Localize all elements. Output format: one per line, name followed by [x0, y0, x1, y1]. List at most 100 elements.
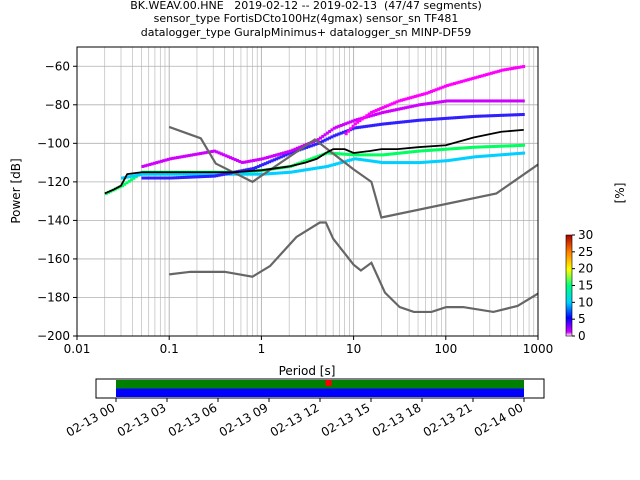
psd-band-cell — [503, 99, 507, 103]
psd-band-cell — [508, 144, 512, 148]
psd-band-cell — [178, 155, 182, 159]
psd-band-cell — [388, 121, 392, 125]
psd-band-cell — [358, 157, 362, 161]
psd-band-cell — [185, 154, 189, 158]
psd-band-cell — [406, 105, 410, 109]
psd-band-cell — [459, 99, 463, 103]
psd-band-cell — [182, 175, 186, 179]
colorbar-tick-label: 30 — [578, 228, 593, 242]
psd-band-cell — [505, 144, 509, 148]
psd-band-cell — [160, 172, 164, 176]
psd-band-cell — [503, 113, 507, 117]
psd-band-cell — [436, 87, 440, 91]
psd-band-cell — [522, 65, 526, 69]
psd-band-cell — [408, 119, 412, 123]
psd-band-cell — [190, 172, 194, 176]
psd-band-cell — [351, 127, 355, 131]
psd-band-cell — [254, 166, 258, 170]
psd-band-cell — [434, 148, 438, 152]
psd-band-cell — [418, 93, 422, 97]
psd-band-cell — [429, 160, 433, 164]
timeline-tick-label: 02-13 12 — [268, 400, 322, 439]
psd-band-cell — [249, 159, 253, 163]
psd-band-cell — [365, 114, 369, 118]
psd-band-cell — [393, 101, 397, 105]
psd-band-cell — [362, 125, 366, 129]
psd-band-cell — [130, 174, 134, 178]
psd-band-cell — [298, 169, 302, 173]
psd-band-cell — [337, 124, 341, 128]
psd-band-cell — [339, 131, 343, 135]
psd-band-cell — [137, 173, 141, 177]
colorbar-tick-label: 15 — [578, 279, 593, 293]
psd-band-cell — [180, 172, 184, 176]
psd-band-cell — [404, 161, 408, 165]
psd-band-cell — [416, 161, 420, 165]
psd-band-cell — [277, 152, 281, 156]
psd-band-cell — [208, 174, 212, 178]
psd-band-cell — [448, 83, 452, 87]
psd-band-cell — [383, 161, 387, 165]
psd-band-cell — [492, 71, 496, 75]
psd-band-cell — [152, 176, 156, 180]
psd-band-cell — [477, 99, 481, 103]
psd-band-cell — [466, 99, 470, 103]
psd-band-cell — [429, 148, 433, 152]
psd-band-cell — [466, 115, 470, 119]
psd-band-cell — [360, 158, 364, 162]
psd-band-cell — [351, 157, 355, 161]
psd-band-cell — [489, 99, 493, 103]
psd-band-cell — [452, 158, 456, 162]
psd-band-cell — [164, 172, 168, 176]
psd-band-cell — [284, 153, 288, 157]
psd-band-cell — [471, 115, 475, 119]
x-axis-ticks: 0.01 0.1 1 10 100 1000 — [64, 336, 553, 356]
psd-band-cell — [501, 153, 505, 157]
psd-band-cell — [383, 122, 387, 126]
psd-band-cell — [480, 99, 484, 103]
psd-band-cell — [422, 118, 426, 122]
psd-band-cell — [150, 172, 154, 176]
psd-band-cell — [455, 81, 459, 85]
psd-band-cell — [378, 122, 382, 126]
psd-band-cell — [401, 106, 405, 110]
psd-band-cell — [425, 91, 429, 95]
psd-band-cell — [423, 92, 427, 96]
psd-band-cell — [180, 155, 184, 159]
chart-title-line-1: BK.WEAV.00.HNE 2019-02-12 -- 2019-02-13 … — [130, 0, 482, 12]
psd-band-cell — [314, 142, 318, 146]
psd-band-cell — [256, 165, 260, 169]
psd-band-cell — [475, 155, 479, 159]
psd-band-cell — [443, 159, 447, 163]
psd-band-cell — [457, 157, 461, 161]
psd-band-cell — [395, 151, 399, 155]
psd-band-cell — [420, 102, 424, 106]
psd-band-cell — [464, 99, 468, 103]
psd-band-cell — [326, 164, 330, 168]
psd-band-cell — [162, 176, 166, 180]
psd-band-cell — [443, 84, 447, 88]
psd-band-cell — [521, 113, 525, 117]
psd-band-cell — [316, 166, 320, 170]
psd-band-cell — [370, 110, 374, 114]
psd-band-cell — [358, 119, 362, 123]
timeline-tick-label: 02-13 21 — [421, 400, 475, 439]
psd-band-cell — [484, 114, 488, 118]
psd-band-cell — [399, 107, 403, 111]
psd-band-cell — [392, 152, 396, 156]
psd-band-cell — [314, 166, 318, 170]
psd-band-cell — [363, 158, 367, 162]
psd-band-cell — [510, 152, 514, 156]
psd-band-cell — [436, 100, 440, 104]
psd-band-cell — [416, 94, 420, 98]
psd-band-cell — [349, 127, 353, 131]
psd-band-cell — [226, 155, 230, 159]
psd-band-cell — [146, 176, 150, 180]
psd-band-cell — [194, 152, 198, 156]
psd-band-cell — [455, 146, 459, 150]
psd-band-cell — [224, 154, 228, 158]
psd-band-cell — [450, 147, 454, 151]
psd-band-cell — [363, 115, 367, 119]
psd-band-cell — [409, 161, 413, 165]
